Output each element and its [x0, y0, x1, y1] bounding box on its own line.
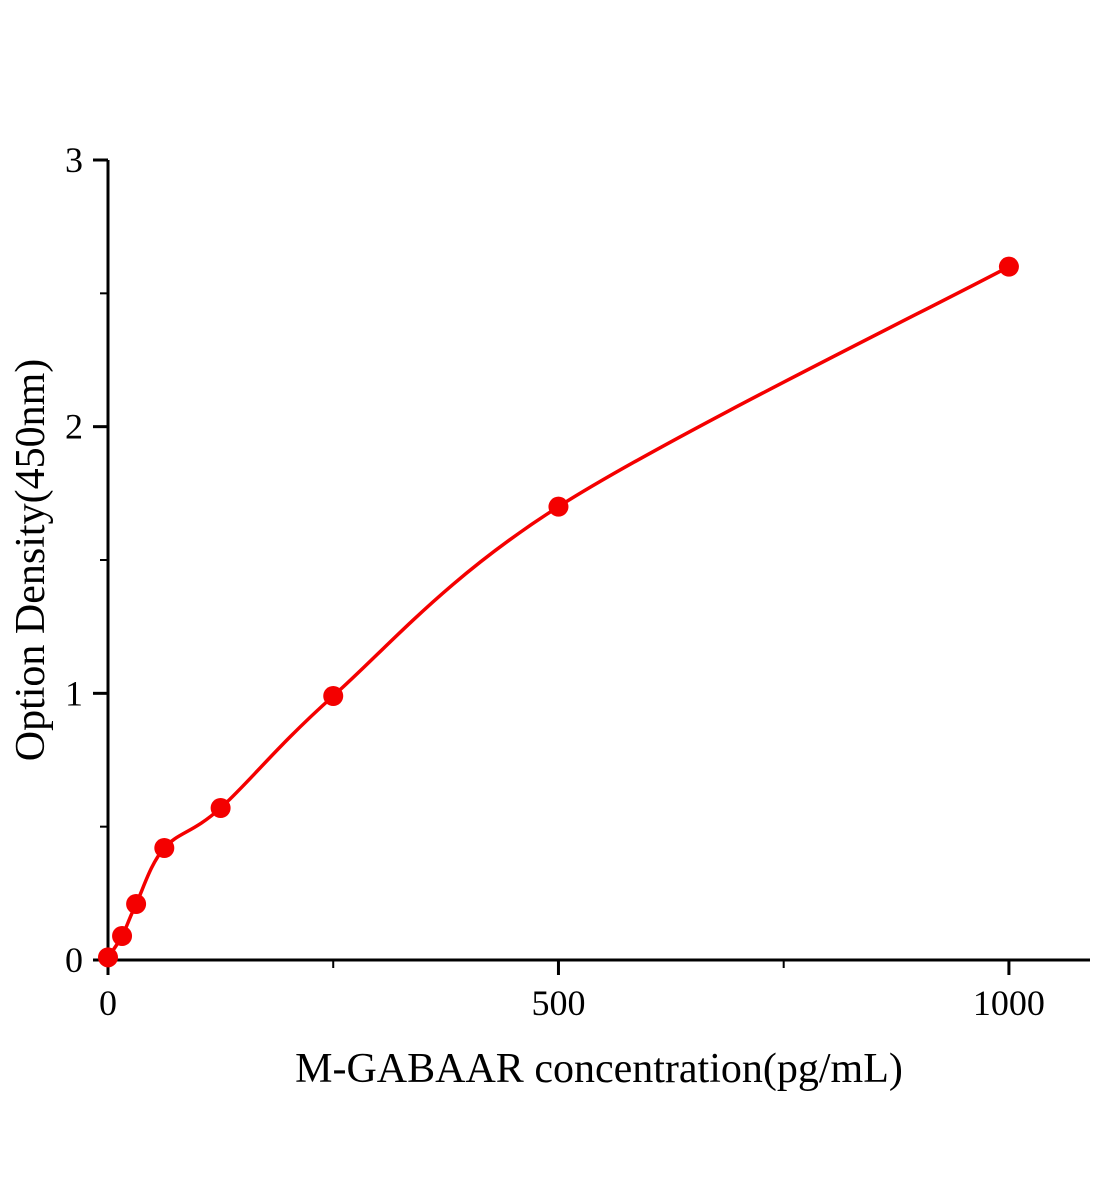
data-point: [126, 894, 147, 914]
axes: 0 500 1000 0 1 2 3: [65, 140, 1090, 1023]
y-axis-title: Option Density(450nm): [8, 359, 54, 761]
x-tick-label: 500: [531, 983, 585, 1023]
data-point: [548, 496, 569, 517]
data-point: [112, 926, 133, 946]
data-point: [998, 256, 1019, 277]
data-series: [98, 256, 1019, 968]
data-point: [98, 947, 118, 968]
y-tick-label: 3: [65, 140, 83, 180]
x-tick-label: 0: [99, 983, 117, 1023]
x-tick-label: 1000: [973, 983, 1045, 1023]
data-point: [323, 686, 344, 706]
data-point: [210, 798, 231, 818]
y-tick-label: 1: [65, 673, 83, 713]
y-tick-label: 2: [65, 407, 83, 447]
data-point: [154, 838, 175, 858]
x-axis-title: M-GABAAR concentration(pg/mL): [295, 1046, 903, 1092]
fitted-curve: [106, 264, 1011, 960]
y-tick-label: 0: [65, 940, 83, 980]
